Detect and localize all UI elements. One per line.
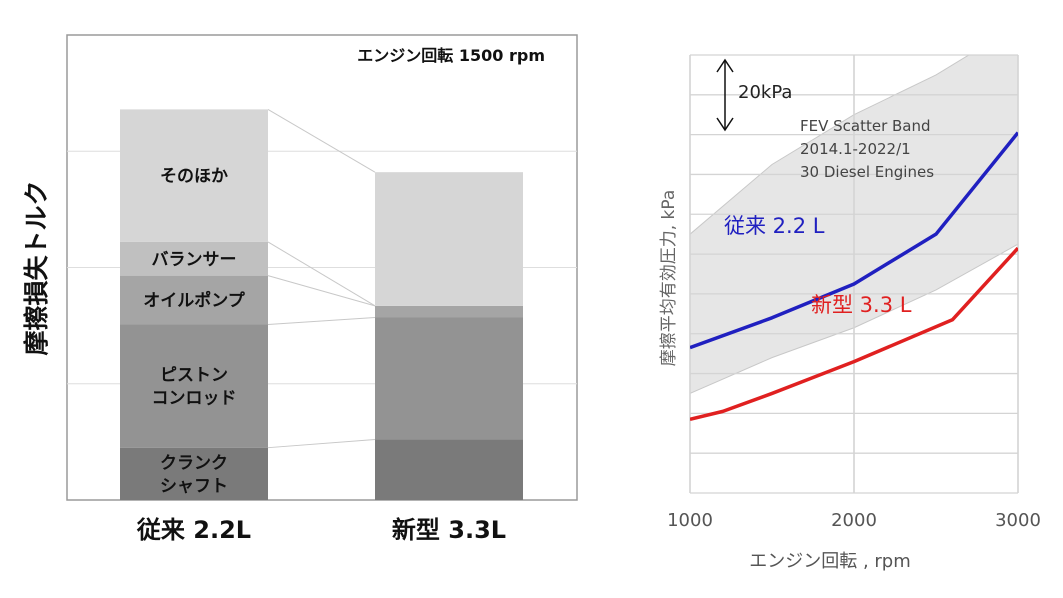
bar-segment — [375, 172, 523, 306]
connector-line — [267, 108, 376, 173]
series-labels: 従来 2.2 L 新型 3.3 L — [724, 214, 912, 317]
series-label: 新型 3.3 L — [811, 293, 912, 317]
left-y-axis-label: 摩擦損失トルク — [22, 180, 51, 355]
right-y-axis-label: 摩擦平均有効圧力, kPa — [659, 190, 679, 367]
segment-label: そのほか — [160, 167, 228, 187]
x-tick-label: 新型 3.3L — [392, 516, 506, 544]
segment-label: オイルポンプ — [143, 290, 245, 311]
series-line — [690, 246, 1018, 422]
connector-line — [267, 275, 376, 307]
right-x-tick-labels: 1000 2000 3000 — [667, 510, 1041, 531]
segment-label: バランサー — [152, 250, 237, 270]
connector-line — [267, 241, 376, 307]
band-label-line: FEV Scatter Band — [800, 117, 931, 135]
left-x-tick-labels: 従来 2.2L 新型 3.3L — [136, 516, 506, 544]
scale-arrow-up-icon — [716, 58, 734, 73]
connector-line — [267, 439, 376, 449]
connector-line — [267, 316, 376, 325]
x-tick-label: 2000 — [831, 510, 877, 531]
bar-segment — [120, 324, 268, 448]
band-label-line: 2014.1-2022/1 — [800, 140, 911, 158]
scale-arrow-down-icon — [716, 117, 734, 132]
right-x-axis-label: エンジン回転 , rpm — [749, 551, 911, 572]
segment-label: クランク — [160, 453, 228, 473]
bar-segment — [120, 109, 268, 242]
bar-segment — [375, 439, 523, 500]
bar-segment — [375, 305, 523, 318]
bar-segment — [120, 275, 268, 325]
bar-segment — [375, 317, 523, 440]
right-series-lines — [690, 131, 1018, 422]
bar-segment — [120, 447, 268, 500]
series-line — [690, 131, 1018, 350]
right-gridlines — [689, 54, 1019, 494]
series-label: 従来 2.2 L — [724, 214, 825, 238]
band-label-line: 30 Diesel Engines — [800, 163, 934, 181]
x-tick-label: 従来 2.2L — [136, 516, 251, 544]
left-annotation: エンジン回転 1500 rpm — [357, 46, 545, 65]
x-tick-label: 3000 — [995, 510, 1041, 531]
left-connector-lines — [267, 108, 376, 449]
segment-label: ピストン — [160, 366, 228, 386]
right-line-chart: 20kPa FEV Scatter Band 2014.1-2022/1 30 Di… — [659, 54, 1041, 572]
segment-label: シャフト — [160, 476, 228, 496]
scale-label: 20kPa — [738, 82, 792, 103]
bar-segment — [120, 241, 268, 276]
x-tick-label: 1000 — [667, 510, 713, 531]
segment-label: コンロッド — [152, 389, 237, 409]
scatter-band-label: FEV Scatter Band 2014.1-2022/1 30 Diesel E… — [800, 117, 934, 181]
scale-marker: 20kPa — [716, 58, 792, 132]
